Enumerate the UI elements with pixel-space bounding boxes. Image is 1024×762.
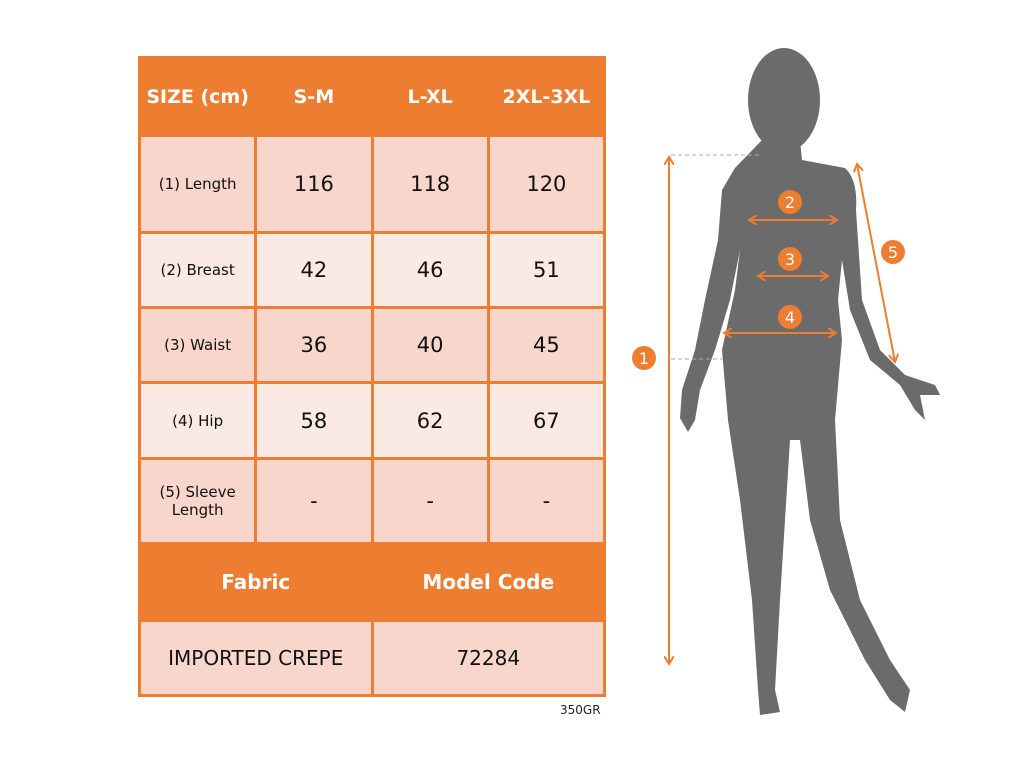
cell: 51: [486, 231, 607, 309]
cell: 58: [254, 381, 374, 460]
marker-1: 1: [632, 346, 656, 370]
cell: 40: [370, 306, 490, 384]
cell: 62: [370, 381, 490, 460]
model-code-value: 72284: [370, 619, 606, 697]
header-l-xl: L-XL: [370, 56, 490, 137]
svg-text:1: 1: [639, 349, 649, 368]
cell: 45: [486, 306, 607, 384]
svg-text:2: 2: [785, 193, 795, 212]
row-label: (3) Waist: [137, 306, 258, 384]
table-row: (3) Waist 36 40 45: [137, 306, 607, 384]
header-2xl-3xl: 2XL-3XL: [486, 56, 607, 137]
cell: 46: [370, 231, 490, 309]
cell: 42: [254, 231, 374, 309]
row-label: (4) Hip: [137, 381, 258, 460]
cell: 120: [486, 134, 607, 234]
table-row: (2) Breast 42 46 51: [137, 231, 607, 309]
svg-text:5: 5: [888, 243, 898, 262]
marker-3: 3: [778, 247, 802, 271]
row-label: (1) Length: [137, 134, 258, 234]
cell: -: [370, 457, 490, 545]
fabric-header: Fabric: [138, 542, 374, 622]
header-s-m: S-M: [254, 56, 374, 137]
cell: 36: [254, 306, 374, 384]
cell: 67: [486, 381, 607, 460]
row-label: (2) Breast: [137, 231, 258, 309]
table-row: (1) Length 116 118 120: [137, 134, 607, 234]
svg-text:4: 4: [785, 308, 795, 327]
sleeve-arrow: [857, 164, 895, 362]
cell: 118: [370, 134, 490, 234]
cell: -: [254, 457, 374, 545]
row-label: (5) Sleeve Length: [137, 457, 258, 545]
fabric-value: IMPORTED CREPE: [138, 619, 374, 697]
cell: 116: [254, 134, 374, 234]
table-row: (4) Hip 58 62 67: [137, 381, 607, 460]
marker-2: 2: [778, 190, 802, 214]
marker-4: 4: [778, 305, 802, 329]
size-chart-table: SIZE (cm) S-M L-XL 2XL-3XL (1) Length 11…: [137, 56, 607, 697]
model-code-header: Model Code: [370, 542, 606, 622]
marker-5: 5: [881, 240, 905, 264]
cell: -: [486, 457, 607, 545]
table-row: (5) Sleeve Length - - -: [137, 457, 607, 545]
header-size: SIZE (cm): [137, 56, 258, 137]
silhouette: [680, 48, 940, 715]
weight-note: 350GR: [560, 703, 601, 717]
measurement-annotations: [669, 154, 895, 664]
svg-text:3: 3: [785, 250, 795, 269]
